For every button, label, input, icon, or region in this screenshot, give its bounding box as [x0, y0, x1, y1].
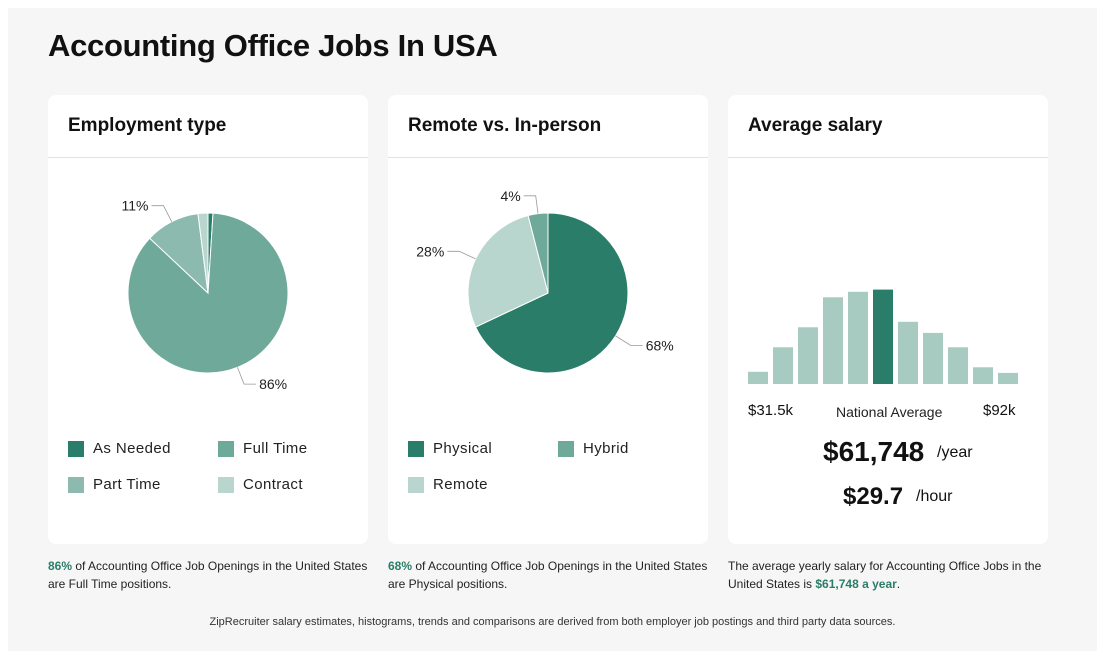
employment-label-leader [151, 205, 173, 222]
histogram-bar [798, 327, 818, 384]
average-salary-card: Average salary $31.5k National Average $… [728, 95, 1048, 544]
remote-slice-label: 68% [646, 338, 674, 354]
legend-item-part-time: Part Time [68, 476, 161, 493]
employment-slice-contract [197, 212, 209, 294]
legend-swatch [218, 476, 234, 493]
histogram-bar [773, 347, 793, 384]
card-divider [728, 157, 1048, 158]
histogram-bar [998, 372, 1018, 384]
footer-disclaimer: ZipRecruiter salary estimates, histogram… [209, 616, 896, 628]
remote-vs-in-person-pie-chart: 68% 28% 4% [416, 188, 674, 374]
remote-vs-in-person-card: Remote vs. In-person 68% 28% 4% Physical H… [388, 95, 708, 544]
page-container: Accounting Office Jobs In USA Employment… [8, 8, 1097, 651]
caption-highlight: 68% [388, 559, 413, 573]
legend-item-as-needed: As Needed [68, 440, 171, 457]
legend-swatch [558, 440, 574, 457]
legend-label: Part Time [93, 476, 161, 493]
remote-slice-remote [467, 214, 549, 328]
histogram-bar [923, 332, 943, 384]
remote-slice-label: 28% [416, 243, 444, 259]
hourly-salary-value: $29.7 [843, 483, 904, 510]
card-divider [48, 157, 368, 158]
legend-item-contract: Contract [218, 476, 303, 493]
remote-caption: 68% of Accounting Office Job Openings in… [388, 557, 713, 593]
legend-item-hybrid: Hybrid [558, 440, 629, 457]
employment-label-leader [237, 367, 257, 385]
national-average-label: National Average [836, 404, 943, 420]
card-divider [388, 157, 708, 158]
average-salary-title: Average salary [748, 115, 883, 136]
remote-label-leader [615, 335, 643, 346]
salary-histogram [748, 289, 1018, 384]
histogram-bar-national-average [873, 289, 893, 384]
remote-label-leader [523, 195, 539, 214]
employment-slice-label: 11% [122, 198, 149, 214]
caption-text: of Accounting Office Job Openings in the… [48, 559, 368, 591]
caption-highlight: 86% [48, 559, 73, 573]
caption-text-end: . [896, 577, 901, 591]
yearly-salary-unit: /year [937, 444, 973, 461]
legend-label: As Needed [93, 440, 171, 457]
legend-swatch [68, 440, 84, 457]
histogram-bar [948, 347, 968, 384]
legend-swatch [68, 476, 84, 493]
salary-min-label: $31.5k [748, 402, 794, 419]
histogram-bar [748, 371, 768, 384]
remote-label-leader [447, 250, 476, 260]
employment-type-caption: 86% of Accounting Office Job Openings in… [48, 557, 373, 593]
caption-text: of Accounting Office Job Openings in the… [388, 559, 708, 591]
employment-slice-label: 86% [259, 376, 287, 392]
legend-swatch [408, 476, 424, 493]
caption-text: The average yearly salary for Accounting… [728, 559, 1042, 591]
employment-type-pie-chart: 86% 11% [122, 198, 289, 392]
employment-type-title: Employment type [68, 115, 227, 136]
histogram-bar [973, 367, 993, 384]
legend-item-full-time: Full Time [218, 440, 307, 457]
hourly-salary-unit: /hour [916, 488, 953, 505]
page-title: Accounting Office Jobs In USA [48, 28, 498, 63]
salary-max-label: $92k [983, 402, 1016, 419]
remote-vs-in-person-title: Remote vs. In-person [408, 115, 602, 136]
legend-label: Hybrid [583, 440, 629, 457]
legend-item-physical: Physical [408, 440, 492, 457]
salary-caption: The average yearly salary for Accounting… [728, 557, 1053, 593]
remote-slice-label: 4% [500, 188, 520, 204]
legend-swatch [218, 440, 234, 457]
remote-slice-hybrid [527, 212, 549, 294]
yearly-salary-value: $61,748 [823, 436, 925, 467]
histogram-bar [898, 321, 918, 384]
legend-item-remote: Remote [408, 476, 488, 493]
legend-label: Contract [243, 476, 303, 493]
histogram-bar [823, 297, 843, 384]
employment-type-card: Employment type 86% 11% As Needed Full Ti… [48, 95, 368, 544]
legend-label: Full Time [243, 440, 308, 457]
legend-swatch [408, 440, 424, 457]
histogram-bar [848, 291, 868, 384]
caption-highlight: $61,748 a year [815, 577, 897, 591]
legend-label: Remote [433, 476, 488, 493]
legend-label: Physical [433, 440, 493, 457]
